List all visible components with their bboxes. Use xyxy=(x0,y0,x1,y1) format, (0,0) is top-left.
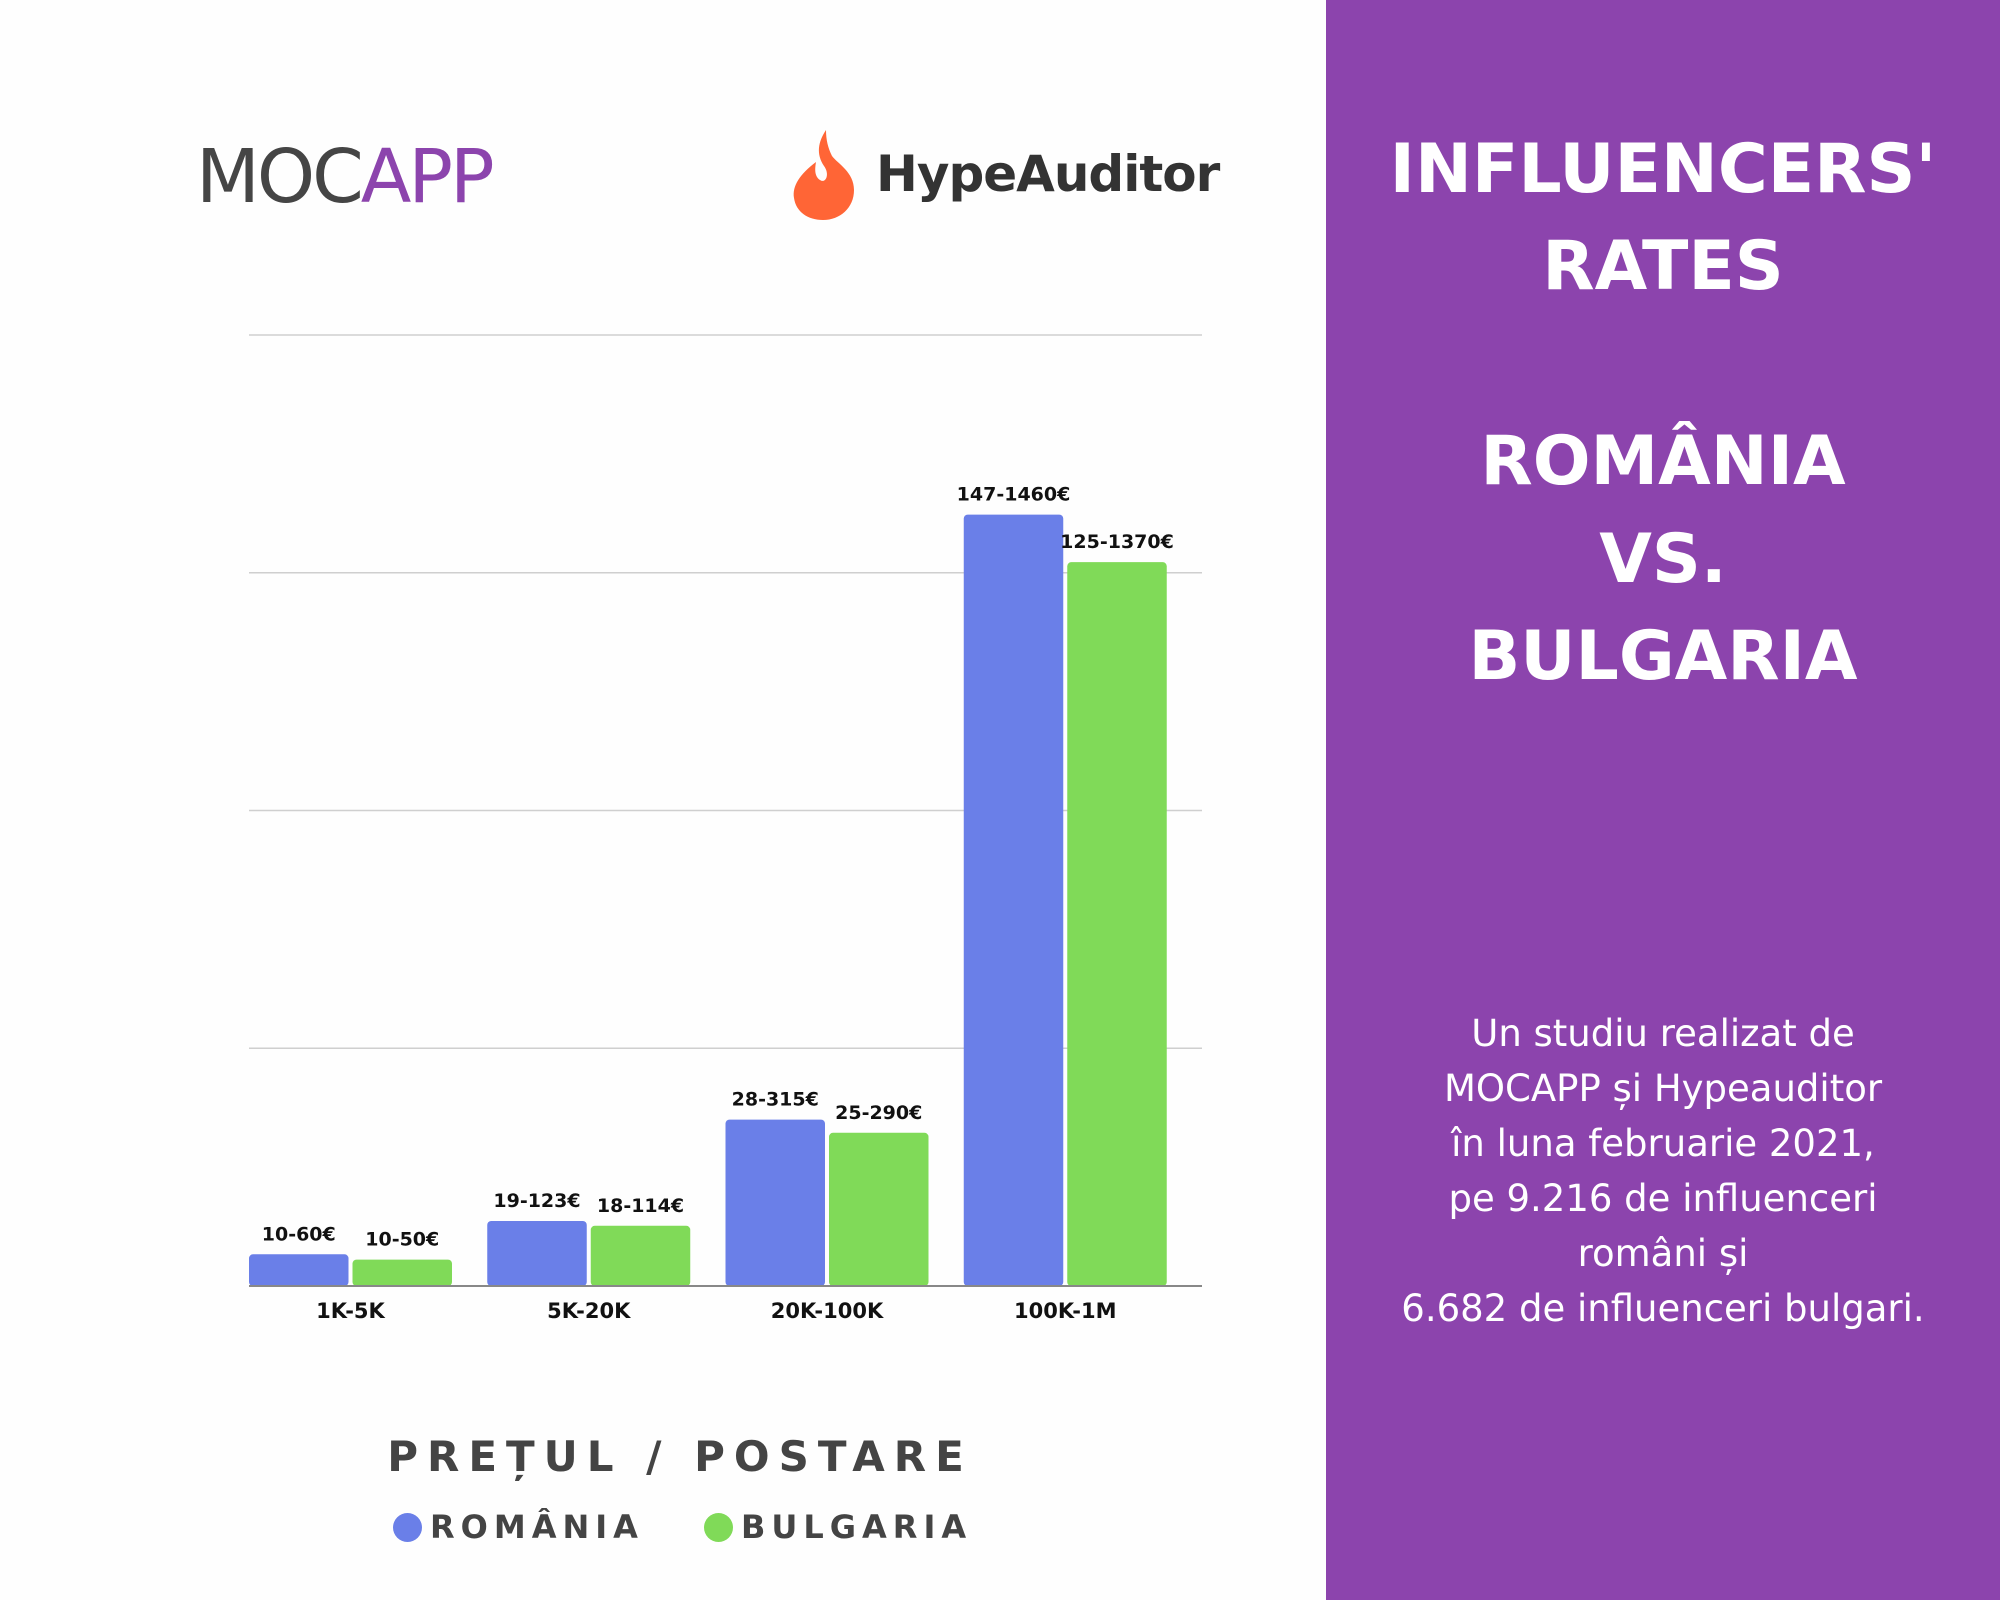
description-line: MOCAPP și Hypeauditor xyxy=(1443,1067,1883,1110)
value-label: 18-114€ xyxy=(597,1195,684,1217)
mocapp-logo-right: APP xyxy=(360,134,495,220)
panel-title-line: VS. xyxy=(1599,520,1727,599)
legend-item-romania: ROMÂNIA xyxy=(393,1508,644,1546)
bar-chart: 10-60€ 10-50€ 1K-5K 19-123€ 18-114€ 5K-20K 28-… xyxy=(249,334,1202,1323)
bar-bulgaria xyxy=(590,1225,691,1286)
legend-label-bulgaria: BULGARIA xyxy=(741,1508,973,1546)
description-line: 6.682 de influenceri bulgari. xyxy=(1401,1287,1925,1330)
description-line: români și xyxy=(1577,1232,1749,1275)
description-line: pe 9.216 de influenceri xyxy=(1448,1177,1878,1220)
panel-title-line: BULGARIA xyxy=(1468,617,1858,696)
bar-bulgaria xyxy=(829,1132,929,1286)
mocapp-logo-left: MOC xyxy=(196,134,364,220)
bar-romania xyxy=(725,1119,825,1286)
value-label: 125-1370€ xyxy=(1060,531,1174,553)
bar-romania xyxy=(487,1221,587,1286)
study-description: Un studiu realizat de MOCAPP și Hypeaudi… xyxy=(1326,1006,2000,1336)
x-tick-label: 1K-5K xyxy=(316,1299,385,1323)
hypeauditor-logo: HypeAuditor xyxy=(788,128,1220,220)
x-tick-label: 20K-100K xyxy=(771,1299,884,1323)
bar-bulgaria xyxy=(1067,562,1167,1286)
value-label: 10-50€ xyxy=(365,1229,439,1251)
hypeauditor-wordmark: HypeAuditor xyxy=(876,145,1220,203)
x-tick-label: 100K-1M xyxy=(1014,1299,1117,1323)
value-label: 10-60€ xyxy=(262,1223,336,1245)
description-line: Un studiu realizat de xyxy=(1471,1012,1855,1055)
legend-label-romania: ROMÂNIA xyxy=(430,1508,644,1546)
mocapp-logo: MOCAPP xyxy=(196,140,495,214)
value-label: 25-290€ xyxy=(835,1102,922,1124)
legend-dot-romania xyxy=(393,1512,422,1542)
flame-icon xyxy=(793,130,854,220)
legend-dot-bulgaria xyxy=(704,1512,733,1542)
info-panel: INFLUENCERS' RATES ROMÂNIA VS. BULGARIA … xyxy=(1326,0,2000,1600)
value-label: 147-1460€ xyxy=(957,484,1071,506)
bar-bulgaria xyxy=(352,1259,452,1286)
panel-title-line: INFLUENCERS' xyxy=(1389,130,1937,209)
value-label: 28-315€ xyxy=(732,1089,819,1111)
bar-romania xyxy=(963,514,1064,1286)
description-line: în luna februarie 2021, xyxy=(1451,1122,1875,1165)
x-axis-title: PREȚUL / POSTARE xyxy=(387,1432,973,1481)
panel-title-line: RATES xyxy=(1542,227,1784,306)
bar-romania xyxy=(249,1254,349,1286)
x-tick-label: 5K-20K xyxy=(547,1299,631,1323)
value-label: 19-123€ xyxy=(493,1190,580,1212)
panel-title-line: ROMÂNIA xyxy=(1480,422,1846,501)
legend-item-bulgaria: BULGARIA xyxy=(704,1508,972,1546)
